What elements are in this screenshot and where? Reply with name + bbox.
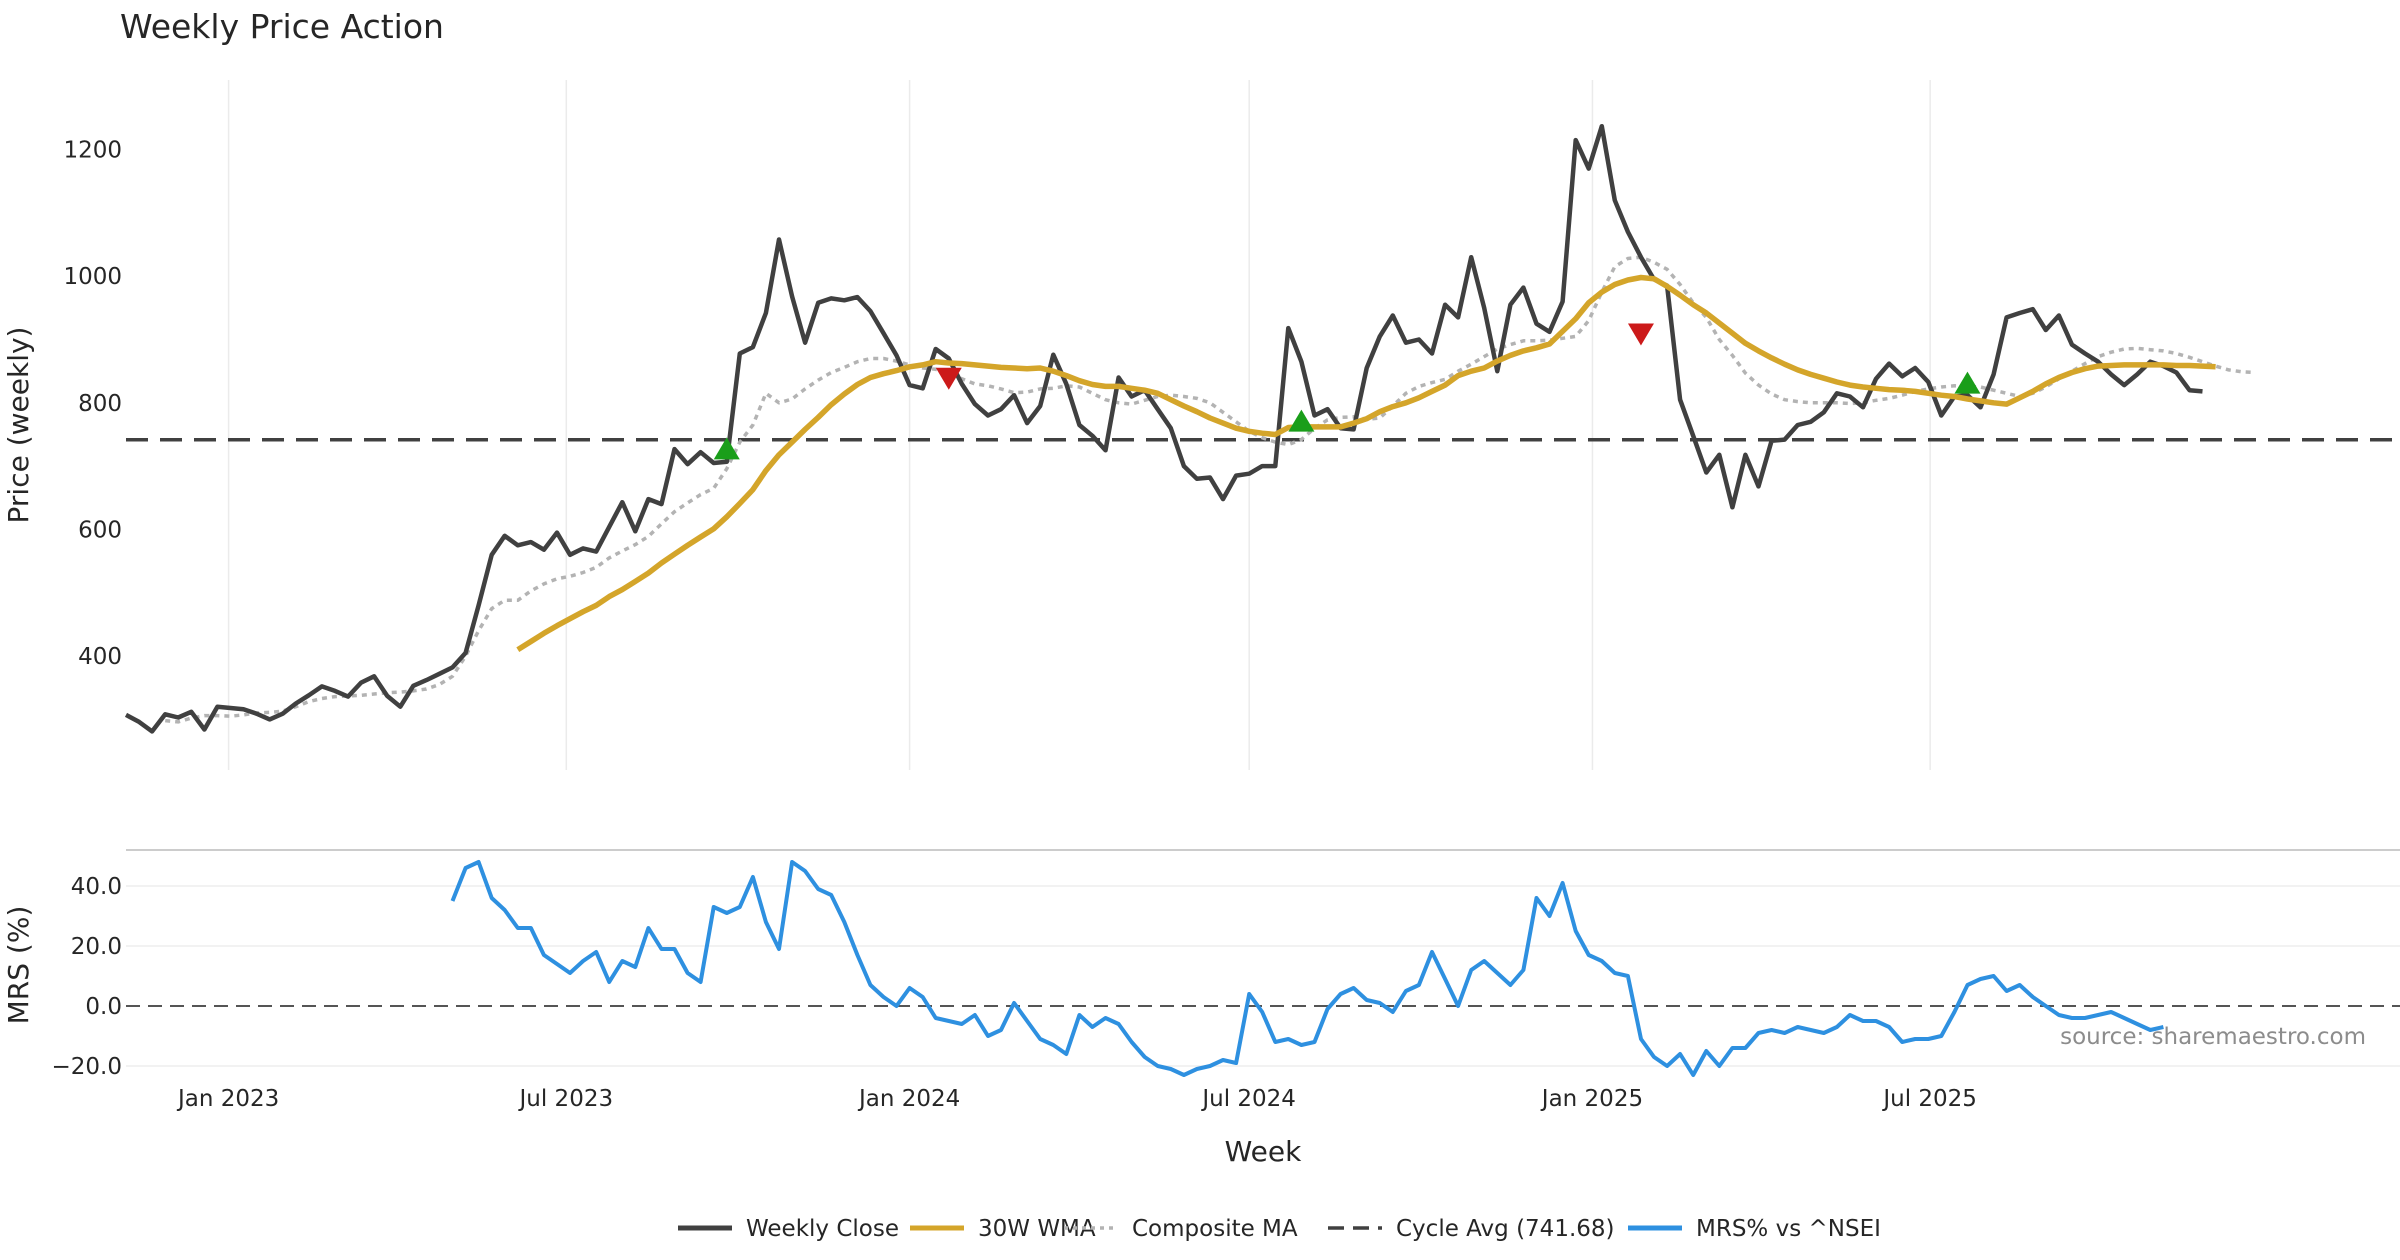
sell-signal-marker <box>935 367 962 390</box>
mrs-y-axis-label: MRS (%) <box>2 906 35 1025</box>
mrs-line <box>450 860 2164 1077</box>
legend-label: Cycle Avg (741.68) <box>1396 1216 1615 1242</box>
mrs-series-layer <box>450 860 2164 1077</box>
price-y-tick-label: 1200 <box>63 138 122 164</box>
signal-markers <box>713 323 1981 460</box>
price-y-axis-label: Price (weekly) <box>2 327 35 524</box>
legend: Weekly Close 30W WMA Composite MA Cycle Avg… <box>678 1216 1881 1242</box>
price-series-layer <box>124 123 2400 734</box>
mrs-y-tick-label: 40.0 <box>71 874 122 900</box>
sell-signal-marker <box>1627 323 1654 346</box>
x-tick-labels: Jan 2023 Jul 2023 Jan 2024 Jul 2024 Jan 2025… <box>176 1086 1977 1112</box>
price-y-tick-label: 600 <box>78 517 122 543</box>
mrs-y-tick-label: −20.0 <box>52 1054 122 1080</box>
mrs-grid <box>126 885 2400 1067</box>
x-tick-label: Jul 2024 <box>1200 1086 1296 1112</box>
wma30-line <box>516 274 2216 653</box>
buy-signal-marker <box>1954 371 1981 394</box>
price-y-tick-labels: 400 600 800 1000 1200 <box>63 138 122 670</box>
x-tick-label: Jan 2024 <box>857 1086 960 1112</box>
mrs-y-tick-label: 20.0 <box>71 934 122 960</box>
x-tick-label: Jul 2025 <box>1881 1086 1977 1112</box>
source-attribution: source: sharemaestro.com <box>2060 1024 2366 1050</box>
x-tick-label: Jan 2023 <box>176 1086 279 1112</box>
price-y-tick-label: 800 <box>78 391 122 417</box>
legend-label: 30W WMA <box>978 1216 1096 1242</box>
buy-signal-marker <box>713 437 740 460</box>
mrs-y-tick-label: 0.0 <box>85 994 122 1020</box>
x-axis-label: Week <box>1225 1135 1302 1168</box>
x-tick-label: Jan 2025 <box>1540 1086 1643 1112</box>
legend-label: MRS% vs ^NSEI <box>1696 1216 1881 1242</box>
x-tick-label: Jul 2023 <box>518 1086 614 1112</box>
mrs-y-tick-labels: 40.0 20.0 0.0 −20.0 <box>52 874 122 1080</box>
price-grid <box>227 80 1931 770</box>
chart-title: Weekly Price Action <box>120 7 444 46</box>
price-y-tick-label: 1000 <box>63 264 122 290</box>
legend-label: Composite MA <box>1132 1216 1298 1242</box>
legend-label: Weekly Close <box>746 1216 899 1242</box>
price-y-tick-label: 400 <box>78 644 122 670</box>
composite-ma-line <box>165 255 2255 724</box>
buy-signal-marker <box>1288 409 1315 432</box>
weekly-close-line <box>124 123 2203 734</box>
